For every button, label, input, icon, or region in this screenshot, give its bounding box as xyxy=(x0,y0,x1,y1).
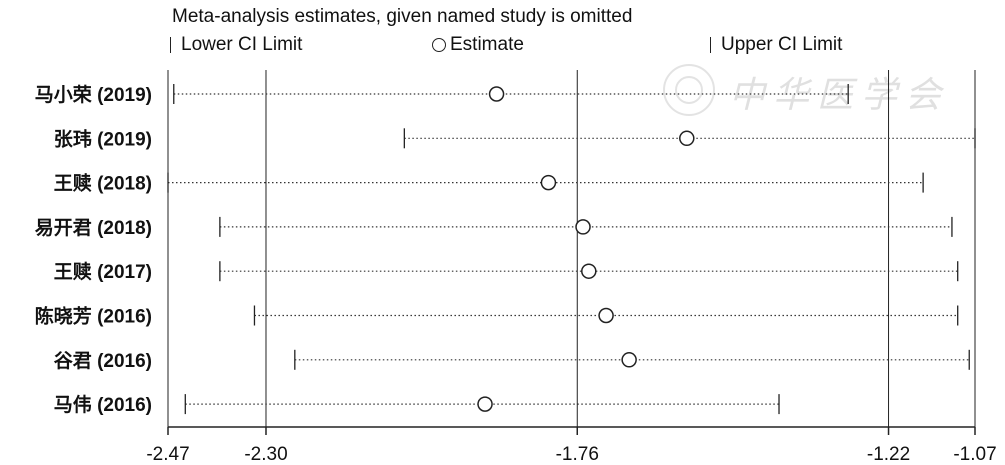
estimate-point xyxy=(581,263,597,279)
study-label: 马小荣 (2019) xyxy=(35,83,152,106)
legend-lower: Lower CI Limit xyxy=(170,34,302,56)
study-label: 王赎 (2018) xyxy=(54,172,152,195)
estimate-circle-icon xyxy=(432,38,446,52)
estimate-point xyxy=(575,219,591,235)
study-label: 易开君 (2018) xyxy=(35,217,152,239)
study-label: 马伟 (2016) xyxy=(54,393,152,416)
x-tick-label: -2.30 xyxy=(244,444,287,465)
estimate-point xyxy=(488,86,505,102)
x-tick-label: -1.76 xyxy=(556,444,599,465)
legend: Lower CI Limit Estimate Upper CI Limit xyxy=(0,34,1005,60)
study-label: 陈晓芳 (2016) xyxy=(35,305,152,328)
legend-upper-label: Upper CI Limit xyxy=(721,34,843,55)
legend-estimate: Estimate xyxy=(432,34,524,56)
study-label: 谷君 (2016) xyxy=(54,350,152,372)
chart-title: Meta-analysis estimates, given named stu… xyxy=(172,6,633,27)
legend-lower-label: Lower CI Limit xyxy=(181,34,303,55)
estimate-point xyxy=(477,396,493,412)
estimate-point xyxy=(598,307,614,324)
study-label: 王赎 (2017) xyxy=(54,260,152,283)
x-tick-label: -1.22 xyxy=(867,444,910,465)
watermark: 中华医学会 xyxy=(663,64,963,116)
watermark-text: 中华医学会 xyxy=(729,75,950,116)
upper-limit-marker-icon xyxy=(710,37,711,53)
study-label: 张玮 (2019) xyxy=(54,127,152,150)
x-tick-label: -1.07 xyxy=(953,444,996,465)
lower-limit-marker-icon xyxy=(170,37,171,53)
legend-upper: Upper CI Limit xyxy=(710,34,842,56)
estimate-point xyxy=(621,352,637,368)
x-tick-label: -2.47 xyxy=(146,444,189,465)
legend-estimate-label: Estimate xyxy=(450,34,524,55)
seal-icon xyxy=(663,64,715,116)
estimate-point xyxy=(679,130,695,147)
estimate-point xyxy=(540,174,557,191)
